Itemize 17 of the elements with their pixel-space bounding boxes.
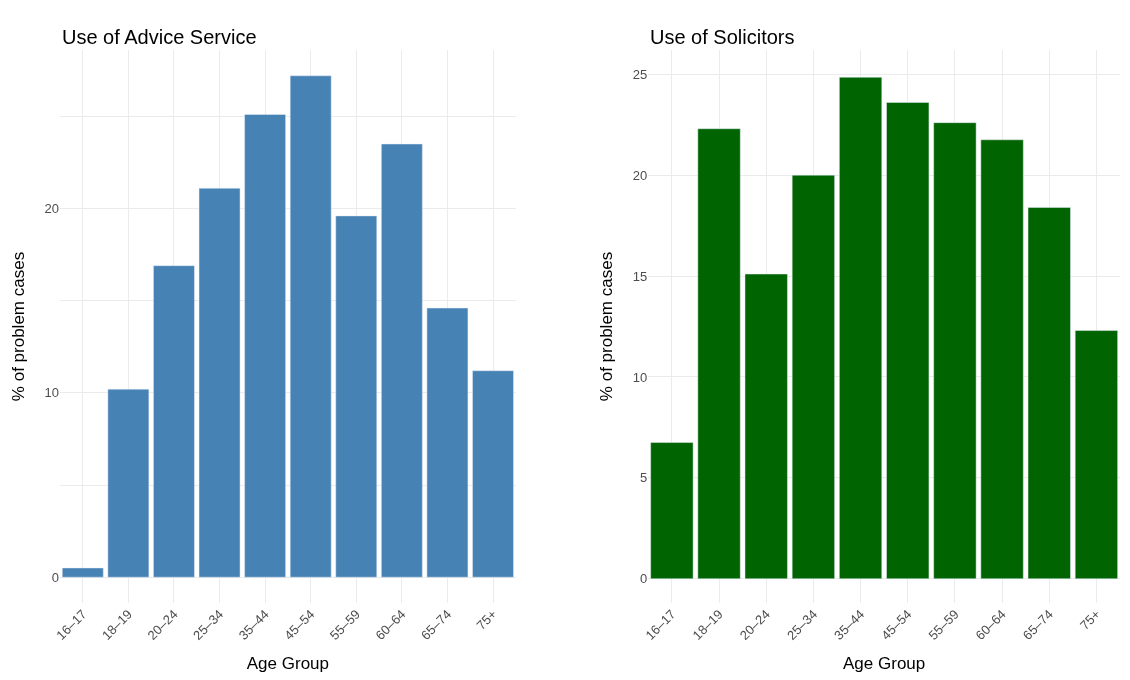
chart-title: Use of Solicitors xyxy=(650,26,795,48)
y-tick-label: 0 xyxy=(51,569,59,585)
y-tick-label: 5 xyxy=(640,470,648,486)
chart-title: Use of Advice Service xyxy=(62,26,257,48)
y-tick-label: 10 xyxy=(632,369,648,385)
y-axis-title: % of problem cases xyxy=(9,251,29,402)
x-axis-title: Age Group xyxy=(246,654,330,674)
y-tick-label: 10 xyxy=(44,385,59,401)
y-tick-label: 15 xyxy=(632,268,648,284)
y-axis-title: % of problem cases xyxy=(597,251,617,402)
y-tick-label: 20 xyxy=(44,201,59,217)
y-tick-label: 20 xyxy=(632,167,648,183)
y-tick-label: 0 xyxy=(640,571,648,587)
x-tick-label: 75+ xyxy=(1076,606,1104,633)
y-tick-label: 25 xyxy=(632,66,648,82)
x-axis-title: Age Group xyxy=(843,654,926,674)
x-tick-label: 75+ xyxy=(473,606,500,633)
